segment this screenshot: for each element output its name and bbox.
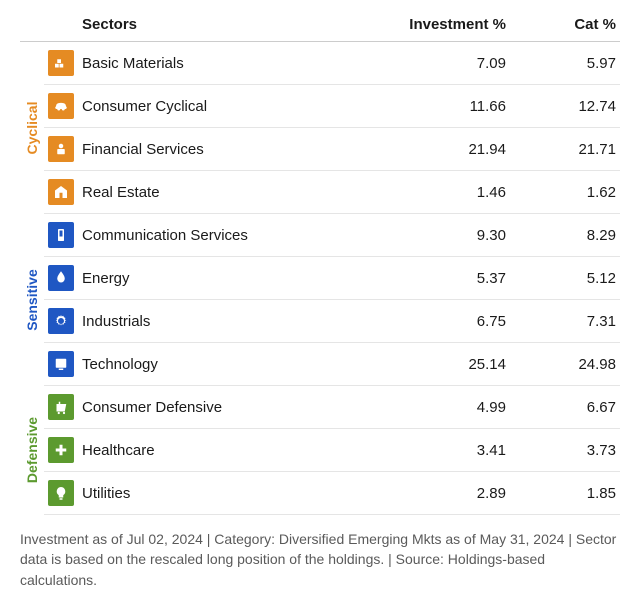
financial-services-icon (44, 128, 78, 171)
cat-pct: 5.12 (510, 257, 620, 300)
sector-name: Consumer Cyclical (78, 85, 380, 128)
table-row: Industrials6.757.31 (20, 300, 620, 343)
cat-pct: 1.62 (510, 171, 620, 214)
investment-pct: 21.94 (380, 128, 510, 171)
table-row: Consumer Cyclical11.6612.74 (20, 85, 620, 128)
investment-pct: 3.41 (380, 429, 510, 472)
table-row: Healthcare3.413.73 (20, 429, 620, 472)
investment-pct: 9.30 (380, 214, 510, 257)
sector-name: Consumer Defensive (78, 386, 380, 429)
col-cat: Cat % (510, 10, 620, 42)
table-row: CyclicalBasic Materials7.095.97 (20, 42, 620, 85)
group-label-text: Cyclical (24, 101, 40, 154)
sector-name: Healthcare (78, 429, 380, 472)
investment-pct: 1.46 (380, 171, 510, 214)
investment-pct: 5.37 (380, 257, 510, 300)
investment-pct: 25.14 (380, 343, 510, 386)
cat-pct: 5.97 (510, 42, 620, 85)
sector-name: Basic Materials (78, 42, 380, 85)
cat-pct: 12.74 (510, 85, 620, 128)
group-label-text: Sensitive (24, 269, 40, 330)
col-sectors: Sectors (78, 10, 380, 42)
cat-pct: 7.31 (510, 300, 620, 343)
table-row: Utilities2.891.85 (20, 472, 620, 515)
communication-icon (44, 214, 78, 257)
sector-name: Industrials (78, 300, 380, 343)
sector-name: Energy (78, 257, 380, 300)
healthcare-icon (44, 429, 78, 472)
consumer-cyclical-icon (44, 85, 78, 128)
real-estate-icon (44, 171, 78, 214)
cat-pct: 3.73 (510, 429, 620, 472)
investment-pct: 6.75 (380, 300, 510, 343)
investment-pct: 2.89 (380, 472, 510, 515)
sector-table: Sectors Investment % Cat % CyclicalBasic… (20, 10, 620, 515)
utilities-icon (44, 472, 78, 515)
cat-pct: 8.29 (510, 214, 620, 257)
sector-name: Financial Services (78, 128, 380, 171)
technology-icon (44, 343, 78, 386)
sector-name: Real Estate (78, 171, 380, 214)
group-label-cyclical: Cyclical (20, 42, 44, 214)
cat-pct: 1.85 (510, 472, 620, 515)
group-label-sensitive: Sensitive (20, 214, 44, 386)
investment-pct: 7.09 (380, 42, 510, 85)
table-row: DefensiveConsumer Defensive4.996.67 (20, 386, 620, 429)
sector-name: Technology (78, 343, 380, 386)
cat-pct: 24.98 (510, 343, 620, 386)
col-investment: Investment % (380, 10, 510, 42)
sector-name: Communication Services (78, 214, 380, 257)
table-row: Technology25.1424.98 (20, 343, 620, 386)
footer-note: Investment as of Jul 02, 2024 | Category… (20, 529, 620, 590)
table-row: Real Estate1.461.62 (20, 171, 620, 214)
sector-table-container: { "columns": { "sectors": "Sectors", "in… (0, 0, 640, 600)
cat-pct: 6.67 (510, 386, 620, 429)
table-header-row: Sectors Investment % Cat % (20, 10, 620, 42)
group-label-defensive: Defensive (20, 386, 44, 515)
table-row: Financial Services21.9421.71 (20, 128, 620, 171)
industrials-icon (44, 300, 78, 343)
basic-materials-icon (44, 42, 78, 85)
cat-pct: 21.71 (510, 128, 620, 171)
investment-pct: 11.66 (380, 85, 510, 128)
energy-icon (44, 257, 78, 300)
consumer-defensive-icon (44, 386, 78, 429)
group-label-text: Defensive (24, 417, 40, 483)
investment-pct: 4.99 (380, 386, 510, 429)
table-row: Energy5.375.12 (20, 257, 620, 300)
table-row: SensitiveCommunication Services9.308.29 (20, 214, 620, 257)
sector-name: Utilities (78, 472, 380, 515)
